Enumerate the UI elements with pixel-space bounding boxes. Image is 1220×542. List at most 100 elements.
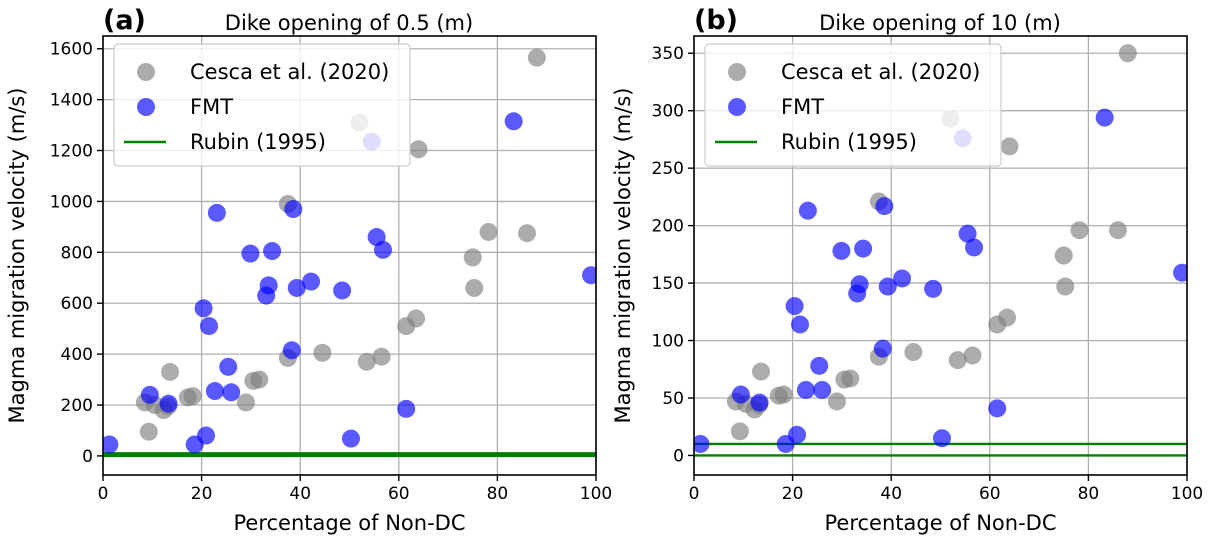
chart-panel-b: 0 20 40 60 80 100 0 50 100 150 200 250 300 350 Percent… bbox=[611, 5, 1203, 535]
y-tick-label: 1400 bbox=[50, 91, 93, 111]
y-tick-label: 600 bbox=[61, 294, 93, 314]
data-point-cesca bbox=[372, 347, 391, 366]
data-point-fmt bbox=[504, 112, 523, 131]
data-point-cesca bbox=[1070, 221, 1089, 240]
data-point-fmt bbox=[103, 435, 119, 454]
data-point-fmt bbox=[796, 380, 815, 399]
y-tick-label: 250 bbox=[652, 159, 684, 179]
data-point-fmt bbox=[878, 277, 897, 296]
data-point-fmt bbox=[750, 393, 769, 412]
data-point-fmt bbox=[854, 239, 873, 258]
data-point-fmt bbox=[810, 356, 829, 375]
y-axis-label: Magma migration velocity (m/s) bbox=[611, 88, 635, 424]
data-point-fmt bbox=[832, 241, 851, 260]
panel-label: (a) bbox=[103, 5, 146, 36]
x-axis-label: Percentage of Non-DC bbox=[233, 511, 465, 535]
data-point-cesca bbox=[250, 370, 269, 389]
legend-marker-cesca bbox=[728, 63, 746, 81]
data-point-fmt bbox=[988, 399, 1007, 418]
plot-area bbox=[103, 48, 596, 458]
data-point-cesca bbox=[313, 343, 332, 362]
x-tick-label: 60 bbox=[979, 484, 1001, 504]
data-point-cesca bbox=[730, 422, 749, 441]
data-point-fmt bbox=[965, 238, 984, 257]
legend-label: Cesca et al. (2020) bbox=[190, 60, 389, 84]
legend: Cesca et al. (2020) FMT Rubin (1995) bbox=[704, 43, 1002, 167]
data-point-fmt bbox=[159, 394, 178, 413]
data-point-fmt bbox=[731, 385, 750, 404]
data-point-cesca bbox=[357, 352, 376, 371]
y-tick-label: 1000 bbox=[50, 192, 93, 212]
data-point-fmt bbox=[932, 429, 951, 448]
data-point-cesca bbox=[774, 385, 793, 404]
x-tick-label: 80 bbox=[487, 484, 509, 504]
y-tick-label: 1600 bbox=[50, 40, 93, 60]
data-point-cesca bbox=[463, 248, 482, 267]
data-point-fmt bbox=[893, 269, 912, 288]
legend-marker-cesca bbox=[137, 63, 155, 81]
axes-frame bbox=[693, 35, 1188, 476]
data-point-cesca bbox=[1056, 277, 1075, 296]
y-axis-label: Magma migration velocity (m/s) bbox=[5, 88, 29, 424]
y-tick-label: 1200 bbox=[50, 142, 93, 162]
data-point-fmt bbox=[341, 429, 360, 448]
y-tick-label: 50 bbox=[662, 389, 684, 409]
data-point-fmt bbox=[790, 315, 809, 334]
data-point-cesca bbox=[236, 393, 255, 412]
x-tick-label: 60 bbox=[388, 484, 410, 504]
x-tick-label: 0 bbox=[98, 484, 109, 504]
data-point-fmt bbox=[873, 339, 892, 358]
data-point-fmt bbox=[1173, 263, 1187, 282]
data-point-fmt bbox=[374, 240, 393, 259]
data-point-fmt bbox=[197, 426, 216, 445]
axes-frame bbox=[102, 35, 597, 476]
data-point-cesca bbox=[1054, 246, 1073, 265]
data-point-fmt bbox=[785, 297, 804, 316]
legend-marker-fmt bbox=[137, 98, 155, 116]
data-point-cesca bbox=[139, 422, 158, 441]
legend-label: Rubin (1995) bbox=[190, 130, 326, 154]
legend-label: FMT bbox=[781, 95, 824, 119]
data-point-fmt bbox=[333, 281, 352, 300]
data-point-cesca bbox=[963, 346, 982, 365]
plot-area bbox=[694, 44, 1187, 457]
x-tick-label: 0 bbox=[689, 484, 700, 504]
data-point-cesca bbox=[517, 224, 536, 243]
chart-panel-a: 0 20 40 60 80 1000200400600800100012001400160… bbox=[5, 5, 612, 535]
data-point-cesca bbox=[827, 392, 846, 411]
data-point-fmt bbox=[788, 425, 807, 444]
y-tick-label: 0 bbox=[673, 446, 684, 466]
data-point-fmt bbox=[582, 266, 596, 285]
panel-label: (b) bbox=[694, 5, 738, 36]
data-point-fmt bbox=[207, 203, 226, 222]
data-point-cesca bbox=[183, 387, 202, 406]
x-tick-label: 100 bbox=[1171, 484, 1203, 504]
data-point-cesca bbox=[1118, 44, 1137, 63]
data-point-fmt bbox=[199, 317, 218, 336]
data-point-fmt bbox=[284, 200, 303, 219]
data-point-fmt bbox=[287, 278, 306, 297]
data-point-fmt bbox=[140, 385, 159, 404]
data-point-cesca bbox=[409, 140, 428, 159]
chart-title: Dike opening of 10 (m) bbox=[819, 11, 1061, 35]
data-point-fmt bbox=[222, 383, 241, 402]
y-tick-label: 800 bbox=[61, 243, 93, 263]
legend-box bbox=[704, 43, 1002, 167]
data-point-cesca bbox=[465, 278, 484, 297]
x-tick-label: 100 bbox=[580, 484, 612, 504]
data-point-cesca bbox=[1108, 221, 1127, 240]
data-point-fmt bbox=[397, 399, 416, 418]
data-point-cesca bbox=[752, 362, 771, 381]
data-point-fmt bbox=[875, 197, 894, 216]
y-tick-label: 350 bbox=[652, 44, 684, 64]
data-point-fmt bbox=[924, 279, 943, 298]
data-point-fmt bbox=[282, 341, 301, 360]
data-point-cesca bbox=[998, 308, 1017, 327]
x-tick-label: 40 bbox=[880, 484, 902, 504]
legend-box bbox=[113, 43, 411, 167]
data-point-fmt bbox=[194, 299, 213, 318]
data-point-fmt bbox=[263, 242, 282, 261]
y-tick-label: 0 bbox=[82, 447, 93, 467]
chart-title: Dike opening of 0.5 (m) bbox=[225, 11, 473, 35]
